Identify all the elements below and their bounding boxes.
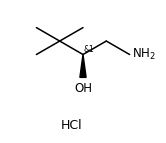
Polygon shape <box>80 54 86 77</box>
Text: &1: &1 <box>84 45 94 54</box>
Text: OH: OH <box>74 82 92 95</box>
Text: HCl: HCl <box>61 119 83 132</box>
Text: NH$_2$: NH$_2$ <box>132 47 156 62</box>
